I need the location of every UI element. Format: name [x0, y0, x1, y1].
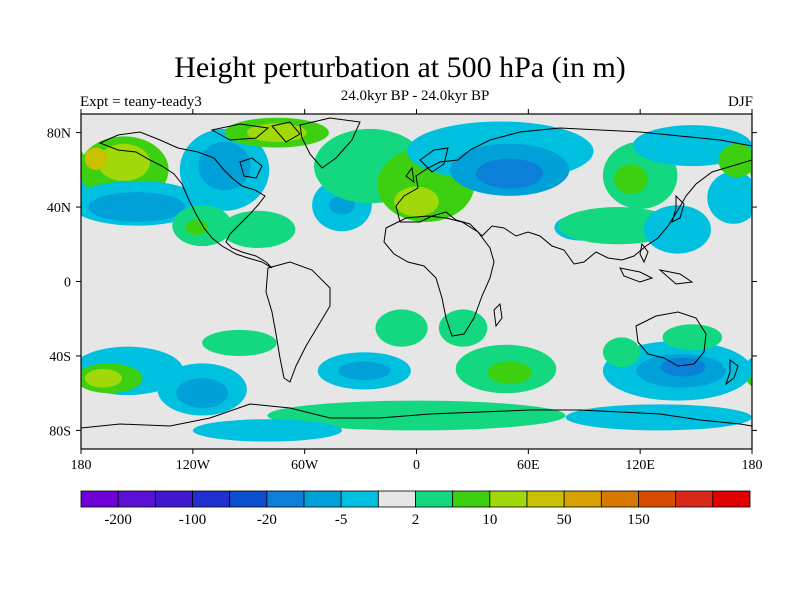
anomaly-region — [0, 358, 34, 377]
anomaly-region — [756, 369, 793, 388]
coast-hudson-bay — [239, 157, 263, 179]
y-tick-label: 40N — [47, 201, 71, 216]
colorbar-swatch — [638, 490, 677, 508]
colorbar-swatch — [154, 490, 193, 508]
anomaly-region — [643, 205, 711, 254]
anomaly-region — [487, 361, 533, 384]
coast-japan — [671, 194, 685, 223]
colorbar-swatch — [712, 490, 751, 508]
colorbar-swatch — [489, 490, 528, 508]
anomaly-region — [0, 207, 6, 244]
x-tick-label: 180 — [742, 458, 763, 473]
anomaly-region — [718, 143, 752, 178]
anomaly-region — [476, 158, 544, 189]
coast-arctic-islands — [210, 121, 301, 143]
colorbar-label: -200 — [104, 512, 132, 528]
y-tick-label: 0 — [64, 276, 71, 291]
plot-subtitle: 24.0kyr BP - 24.0kyr BP — [340, 88, 490, 104]
anomaly-region — [198, 141, 251, 191]
colorbar-swatch — [675, 490, 714, 508]
anomaly-region — [0, 205, 40, 253]
colorbar-label: -5 — [335, 512, 348, 528]
x-tick-label: 0 — [413, 458, 420, 473]
season-label: DJF — [727, 94, 753, 110]
anomaly-region — [185, 220, 208, 235]
anomaly-region — [438, 309, 488, 347]
anomaly-region — [394, 186, 439, 217]
anomaly-region — [176, 378, 229, 409]
colorbar-label: -100 — [179, 512, 207, 528]
x-tick-label: 180 — [71, 458, 92, 473]
anomaly-region — [81, 150, 85, 171]
anomaly-region — [375, 309, 428, 347]
anomaly-region — [662, 324, 723, 351]
coast-south-america — [265, 261, 331, 383]
coast-north-america — [98, 131, 273, 269]
coast-africa — [383, 215, 495, 337]
anomaly-region — [0, 354, 55, 388]
anomaly-region — [81, 179, 89, 216]
y-tick-label: 80N — [47, 127, 71, 142]
anomaly-region — [246, 123, 307, 142]
coast-australia — [635, 311, 707, 367]
colorbar-swatch — [415, 490, 454, 508]
colorbar-swatch — [340, 490, 379, 508]
anomaly-region — [202, 329, 277, 356]
coastlines — [81, 117, 752, 429]
anomaly-region — [84, 368, 123, 388]
colorbar-label: 150 — [627, 512, 650, 528]
x-tick-label: 120E — [625, 458, 655, 473]
x-tick-label: 120W — [176, 458, 211, 473]
colorbar-swatch — [80, 490, 119, 508]
axis-ticks: 180 120W 60W 0 60E 120E 180 80N 40N 0 40S 80S — [47, 109, 763, 473]
anomaly-region — [746, 370, 752, 387]
anomaly-region — [0, 142, 6, 209]
anomaly-region — [88, 192, 186, 222]
coast-maritime-islands — [619, 242, 694, 285]
anomaly-region — [707, 171, 752, 224]
anomaly-region — [750, 160, 752, 180]
y-tick-label: 40S — [49, 350, 71, 365]
colorbar-label: 2 — [412, 512, 420, 528]
colorbar-label: 50 — [557, 512, 572, 528]
colorbar-swatch — [303, 490, 342, 508]
colorbar-swatch — [600, 490, 639, 508]
anomaly-region — [220, 210, 296, 248]
anomaly-region — [192, 419, 342, 442]
experiment-label: Expt = teany-teady3 — [80, 94, 202, 110]
anomaly-region — [602, 337, 641, 368]
colorbar-swatch — [526, 490, 565, 508]
coast-madagascar — [493, 302, 503, 328]
x-tick-label: 60W — [291, 458, 319, 473]
anomaly-region — [759, 192, 800, 222]
anomaly-region — [338, 361, 391, 381]
colorbar-swatch — [377, 490, 416, 508]
anomaly-region — [328, 195, 355, 215]
coast-new-zealand — [725, 359, 739, 386]
anomaly-region — [769, 144, 800, 181]
colorbar-swatch — [192, 490, 231, 508]
anomaly-region — [756, 148, 778, 170]
coast-scandinavia — [405, 147, 449, 184]
x-tick-label: 60E — [517, 458, 540, 473]
colorbar-swatch — [229, 490, 268, 508]
coast-greenland — [299, 117, 361, 169]
y-tick-label: 80S — [49, 424, 71, 439]
anomaly-region — [84, 147, 108, 170]
colorbar-swatch — [452, 490, 491, 508]
anomaly-region — [614, 164, 648, 195]
colorbar-swatch — [117, 490, 156, 508]
anomaly-region — [660, 357, 706, 377]
anomaly-region — [0, 324, 51, 350]
colorbar-label: 10 — [482, 512, 497, 528]
colorbar: -200 -100 -20 -5 2 10 50 150 — [80, 490, 751, 528]
colorbar-swatch — [266, 490, 305, 508]
coast-antarctica — [81, 403, 752, 429]
anomaly-region — [565, 404, 752, 431]
colorbar-swatch — [563, 490, 602, 508]
colorbar-label: -20 — [257, 512, 277, 528]
plot-title: Height perturbation at 500 hPa (in m) — [174, 51, 626, 84]
